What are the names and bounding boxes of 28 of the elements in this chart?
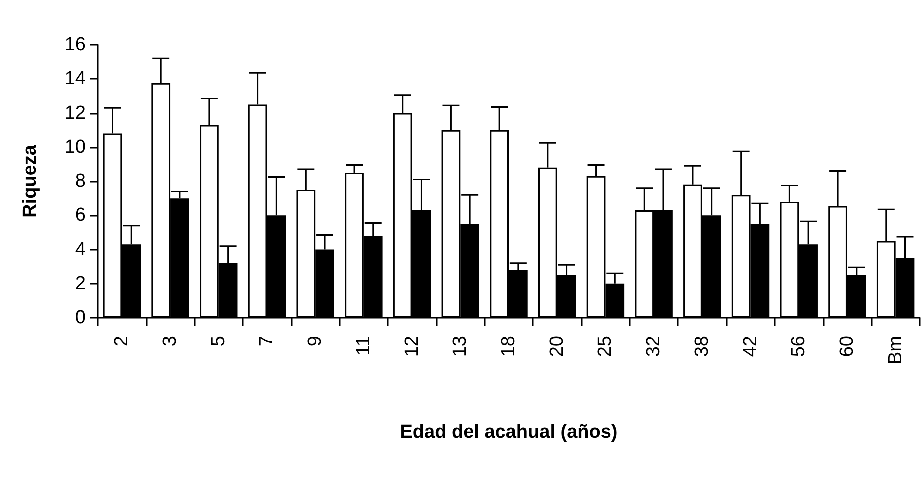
x-tick-label: 20 bbox=[546, 336, 568, 358]
x-tick-label: 32 bbox=[644, 336, 665, 358]
y-tick-label: 2 bbox=[75, 273, 86, 294]
y-tick-label: 0 bbox=[75, 308, 86, 328]
y-tick-label: 10 bbox=[64, 136, 86, 158]
y-tick-label: 4 bbox=[75, 239, 86, 260]
x-tick-label: 2 bbox=[112, 336, 133, 347]
x-tick-label: 38 bbox=[692, 336, 713, 358]
x-tick-label: 3 bbox=[160, 336, 182, 347]
x-tick-label: 56 bbox=[788, 336, 810, 358]
y-axis-title: Riqueza bbox=[20, 144, 41, 218]
x-tick-label: 18 bbox=[498, 336, 520, 358]
x-tick-label: 60 bbox=[836, 336, 858, 358]
y-tick-label: 16 bbox=[64, 34, 86, 56]
x-tick-label: Bm bbox=[885, 336, 906, 364]
x-tick-label: 5 bbox=[208, 336, 230, 347]
y-tick-label: 12 bbox=[64, 102, 86, 124]
x-tick-label: 11 bbox=[353, 336, 374, 356]
x-axis-title: Edad del acahual (años) bbox=[400, 422, 618, 443]
x-tick-label: 9 bbox=[305, 336, 326, 347]
x-tick-label: 7 bbox=[256, 336, 278, 347]
y-tick-label: 6 bbox=[75, 205, 86, 226]
y-tick-label: 8 bbox=[75, 171, 86, 192]
y-tick-label: 14 bbox=[64, 68, 86, 90]
x-tick-label: 13 bbox=[450, 336, 472, 358]
x-tick-label: 25 bbox=[595, 336, 616, 358]
x-tick-label: 12 bbox=[402, 336, 423, 358]
x-tick-label: 42 bbox=[740, 336, 762, 358]
